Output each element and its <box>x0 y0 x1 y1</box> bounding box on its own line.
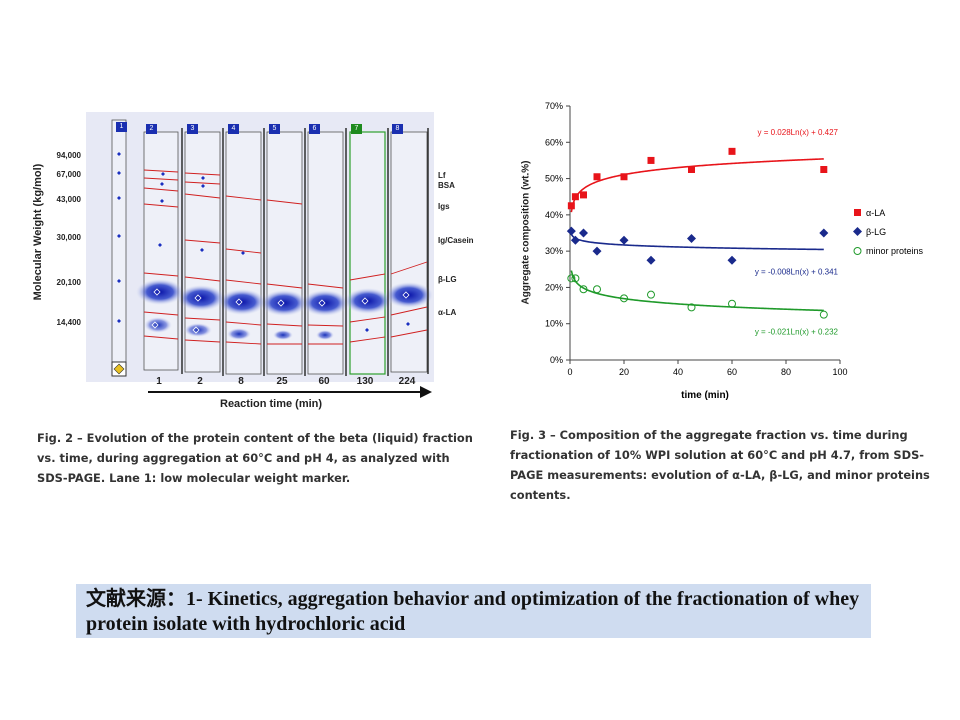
lane-number: 1 <box>116 122 127 132</box>
data-point-circle <box>687 303 696 312</box>
legend-label: minor proteins <box>866 246 924 256</box>
legend-label: β-LG <box>866 227 886 237</box>
band-label: Igs <box>438 202 450 211</box>
lane-number: 5 <box>269 124 280 134</box>
mw-marker-label: 43,000 <box>56 195 81 204</box>
x-tick-label: 60 <box>727 367 737 377</box>
time-label: 1 <box>156 376 162 387</box>
x-tick-label: 80 <box>781 367 791 377</box>
mw-marker-label: 94,000 <box>56 151 81 160</box>
source-box <box>76 584 871 638</box>
band-label: Ig/Casein <box>438 236 474 245</box>
data-point-square <box>647 156 655 164</box>
data-point-diamond <box>646 255 656 265</box>
y-tick-label: 40% <box>545 210 563 220</box>
mw-marker-label: 30,000 <box>56 233 81 242</box>
data-point-diamond <box>687 233 696 243</box>
lane-number: 3 <box>187 124 198 134</box>
lane-number-highlighted: 7 <box>351 124 362 134</box>
y-tick-label: 30% <box>545 246 563 256</box>
y-tick-label: 20% <box>545 282 563 292</box>
x-tick-label: 0 <box>567 367 572 377</box>
lane-number: 4 <box>228 124 239 134</box>
mw-marker-label: 14,400 <box>56 318 81 327</box>
band-label: Lf <box>438 171 446 180</box>
source-citation: 文献来源：1- Kinetics, aggregation behavior a… <box>86 587 866 637</box>
fit-equation-label: y = -0.008Ln(x) + 0.341 <box>755 268 839 277</box>
x-tick-label: 20 <box>619 367 629 377</box>
fig2-x-axis-label: Reaction time (min) <box>220 398 323 410</box>
y-tick-label: 0% <box>550 355 563 365</box>
data-point-circle <box>567 274 576 283</box>
legend-label: α-LA <box>866 208 885 218</box>
data-point-circle <box>819 310 828 319</box>
data-point-square <box>820 166 828 173</box>
mw-marker-label: 20,100 <box>56 278 81 287</box>
legend-marker-diamond <box>853 227 862 236</box>
data-point-diamond <box>619 235 629 245</box>
fit-curve-1 <box>570 233 824 251</box>
band-label: β-LG <box>438 275 457 284</box>
fit-equation-label: y = -0.021Ln(x) + 0.232 <box>755 328 839 337</box>
data-point-diamond <box>579 228 588 238</box>
data-point-circle <box>571 274 580 283</box>
source-title: 1- Kinetics, aggregation behavior and op… <box>86 588 860 635</box>
lane-number: 6 <box>309 124 320 134</box>
lane-number: 8 <box>392 124 403 134</box>
time-label: 25 <box>276 376 288 387</box>
data-point-square <box>728 147 736 155</box>
band-label: α-LA <box>438 308 457 317</box>
data-point-diamond <box>570 235 580 245</box>
data-point-circle <box>620 294 628 303</box>
gel-image <box>86 112 434 398</box>
data-point-square <box>620 173 628 181</box>
mw-marker-label: 67,000 <box>56 170 81 179</box>
time-label: 60 <box>318 376 330 387</box>
data-point-square <box>571 193 579 201</box>
data-point-circle <box>593 285 601 294</box>
data-point-circle <box>647 290 655 299</box>
y-tick-label: 10% <box>545 319 563 329</box>
fig2-caption: Fig. 2 – Evolution of the protein conten… <box>37 431 473 485</box>
legend-marker-square <box>854 209 861 216</box>
data-point-diamond <box>592 246 602 256</box>
x-axis-label: time (min) <box>681 390 729 401</box>
fit-curve-0 <box>570 158 824 213</box>
data-point-square <box>580 191 587 199</box>
data-point-circle <box>728 299 736 308</box>
source-prefix: 文献来源： <box>86 588 186 610</box>
fit-curve-2 <box>570 270 824 312</box>
fig3-chart-svg: 0% 10% 20% 30% 40% 50% 60% 70% 0 20 40 60 80 100 time … <box>545 101 924 401</box>
time-label: 130 <box>356 376 374 387</box>
band-label: BSA <box>438 181 455 190</box>
data-point-circle <box>579 285 588 294</box>
y-tick-label: 60% <box>545 137 563 147</box>
fig3-caption: Fig. 3 – Composition of the aggregate fr… <box>510 428 930 502</box>
time-label: 8 <box>238 376 244 387</box>
data-point-diamond <box>727 255 737 265</box>
time-label: 224 <box>398 376 416 387</box>
data-point-square <box>688 166 695 173</box>
y-tick-label: 50% <box>545 174 563 184</box>
data-point-diamond <box>819 228 829 238</box>
x-tick-label: 40 <box>673 367 683 377</box>
legend-marker-circle <box>853 247 862 255</box>
data-point-square <box>593 173 601 181</box>
fit-equation-label: y = 0.028Ln(x) + 0.427 <box>758 128 839 137</box>
y-tick-label: 70% <box>545 101 563 111</box>
data-point-square <box>567 202 575 210</box>
lane-number: 2 <box>146 124 157 134</box>
time-label: 2 <box>197 376 203 387</box>
x-tick-label: 100 <box>832 367 847 377</box>
data-point-diamond <box>566 226 576 236</box>
